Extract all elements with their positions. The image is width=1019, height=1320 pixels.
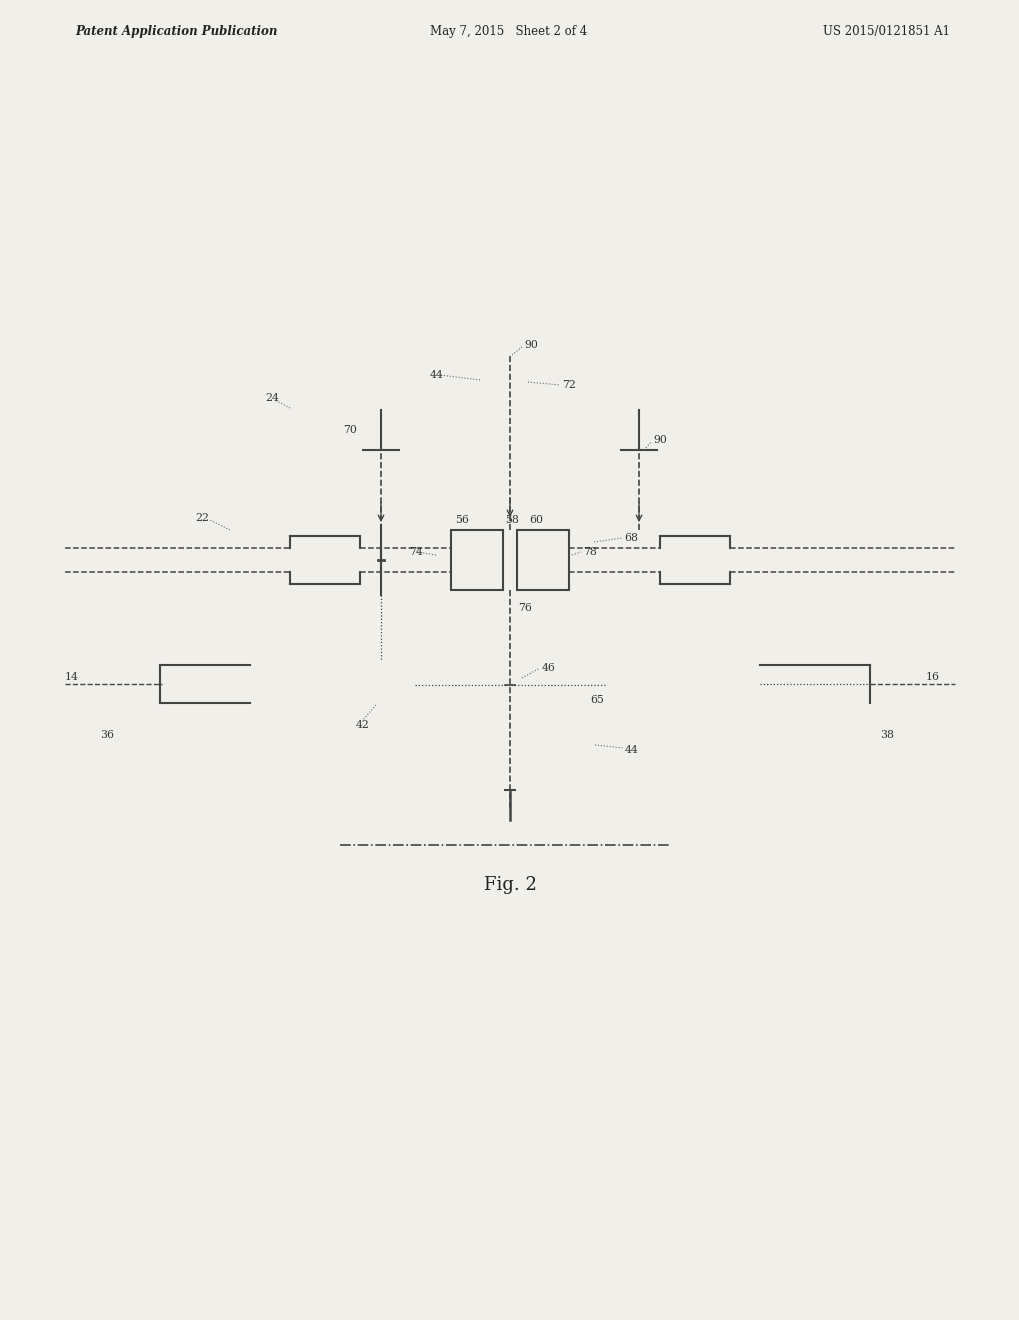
Text: 74: 74 bbox=[409, 546, 422, 557]
Text: 70: 70 bbox=[342, 425, 357, 436]
Bar bbox=[450, 531, 502, 590]
Text: 46: 46 bbox=[541, 663, 555, 673]
Text: 22: 22 bbox=[195, 513, 209, 523]
Text: 56: 56 bbox=[454, 515, 469, 525]
Text: Fig. 2: Fig. 2 bbox=[483, 876, 536, 894]
Text: 14: 14 bbox=[65, 672, 78, 682]
Text: 76: 76 bbox=[518, 603, 531, 612]
Text: 68: 68 bbox=[624, 533, 637, 543]
Text: 58: 58 bbox=[504, 515, 519, 525]
Text: 16: 16 bbox=[925, 672, 940, 682]
Text: US 2015/0121851 A1: US 2015/0121851 A1 bbox=[822, 25, 949, 38]
Text: 65: 65 bbox=[589, 696, 603, 705]
Text: 24: 24 bbox=[265, 393, 278, 403]
Text: 36: 36 bbox=[100, 730, 114, 741]
Text: Patent Application Publication: Patent Application Publication bbox=[75, 25, 277, 38]
Text: 78: 78 bbox=[583, 546, 596, 557]
Text: May 7, 2015   Sheet 2 of 4: May 7, 2015 Sheet 2 of 4 bbox=[430, 25, 587, 38]
Text: 44: 44 bbox=[625, 744, 638, 755]
Text: 44: 44 bbox=[430, 370, 443, 380]
Text: 72: 72 bbox=[561, 380, 576, 389]
Text: 90: 90 bbox=[524, 341, 537, 350]
Text: 42: 42 bbox=[356, 719, 370, 730]
Text: 90: 90 bbox=[652, 436, 666, 445]
Bar bbox=[517, 531, 569, 590]
Text: 38: 38 bbox=[879, 730, 893, 741]
Text: 60: 60 bbox=[529, 515, 542, 525]
